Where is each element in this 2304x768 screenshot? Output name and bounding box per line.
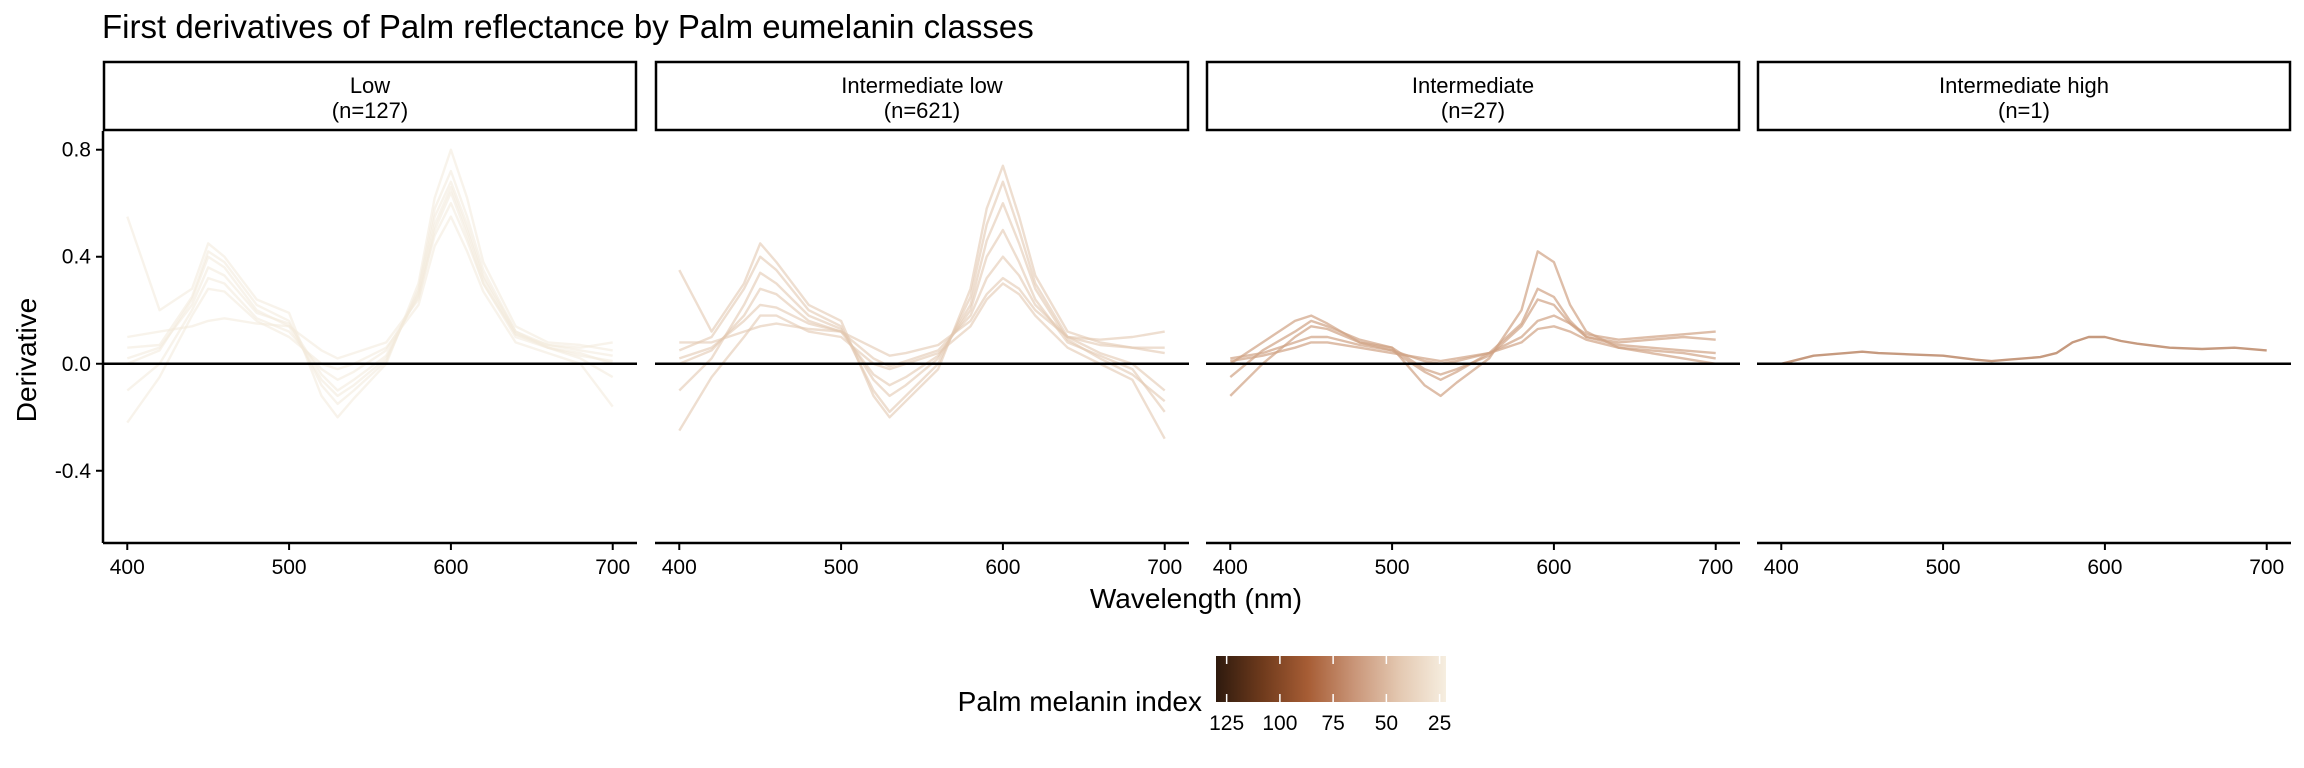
facet-n-label: (n=621) bbox=[884, 98, 960, 123]
series-line bbox=[678, 164, 1165, 419]
x-tick-label: 700 bbox=[1147, 556, 1182, 579]
facet-n-label: (n=27) bbox=[1441, 98, 1505, 123]
x-tick-label: 500 bbox=[1926, 556, 1961, 579]
x-tick-label: 500 bbox=[1375, 556, 1410, 579]
chart-title: First derivatives of Palm reflectance by… bbox=[102, 8, 1034, 45]
x-tick-label: 600 bbox=[2087, 556, 2122, 579]
x-tick-label: 700 bbox=[595, 556, 630, 579]
x-tick-label: 600 bbox=[433, 556, 468, 579]
x-tick-label: 500 bbox=[272, 556, 307, 579]
colorbar-tick-label: 25 bbox=[1428, 712, 1451, 735]
series-line bbox=[1229, 250, 1716, 398]
colorbar-tick-label: 100 bbox=[1262, 712, 1297, 735]
series-line bbox=[126, 215, 614, 424]
facet-label: Intermediate bbox=[1412, 73, 1534, 98]
facet-strip bbox=[102, 60, 638, 132]
facet-strip bbox=[1756, 60, 2292, 132]
series-line bbox=[1230, 325, 1716, 365]
colorbar bbox=[1216, 656, 1446, 702]
colorbar-legend: Palm melanin index 125 100 75 50 25 bbox=[958, 656, 1451, 735]
x-tick-label: 600 bbox=[1536, 556, 1571, 579]
facet-strip bbox=[1205, 60, 1741, 132]
series-line bbox=[1230, 314, 1716, 365]
facet-strip bbox=[654, 60, 1190, 132]
series-line bbox=[127, 191, 613, 360]
x-tick-label: 400 bbox=[110, 556, 145, 579]
facet-panel: Intermediate high(n=1) 400 500 600 700 bbox=[1756, 60, 2292, 579]
x-tick-label: 700 bbox=[2249, 556, 2284, 579]
facet-panel: Intermediate(n=27) 400 500 600 700 bbox=[1205, 60, 1741, 579]
y-tick-label: 0.8 bbox=[62, 139, 91, 162]
x-tick-label: 400 bbox=[1213, 556, 1248, 579]
x-axis-title: Wavelength (nm) bbox=[1090, 583, 1302, 614]
colorbar-tick-label: 50 bbox=[1375, 712, 1398, 735]
x-tick-label: 500 bbox=[824, 556, 859, 579]
facet-panel: Low(n=127) 400 500 600 700 -0.4 0.0 0.4 0.8 bbox=[55, 60, 638, 579]
series-line bbox=[126, 180, 613, 398]
x-tick-label: 700 bbox=[1698, 556, 1733, 579]
y-tick-label: 0.0 bbox=[62, 353, 91, 376]
legend-title: Palm melanin index bbox=[958, 686, 1202, 717]
series-line bbox=[1229, 287, 1716, 381]
y-tick-label: -0.4 bbox=[55, 460, 92, 483]
series-line bbox=[1781, 335, 2267, 365]
facet-label: Low bbox=[350, 73, 390, 98]
series-line bbox=[678, 282, 1166, 440]
series-line bbox=[126, 148, 613, 419]
facet-label: Intermediate high bbox=[1939, 73, 2109, 98]
x-tick-label: 400 bbox=[1764, 556, 1799, 579]
series-line bbox=[126, 201, 614, 392]
colorbar-tick-label: 125 bbox=[1209, 712, 1244, 735]
facet-panels: Low(n=127) 400 500 600 700 -0.4 0.0 0.4 0.8 Inter… bbox=[55, 60, 2292, 579]
series-line bbox=[678, 255, 1165, 368]
facet-n-label: (n=127) bbox=[332, 98, 408, 123]
y-tick-label: 0.4 bbox=[62, 246, 92, 269]
facet-label: Intermediate low bbox=[841, 73, 1003, 98]
series-line bbox=[678, 228, 1166, 413]
x-tick-label: 600 bbox=[985, 556, 1020, 579]
colorbar-tick-label: 75 bbox=[1321, 712, 1344, 735]
facet-n-label: (n=1) bbox=[1998, 98, 2050, 123]
series-line bbox=[678, 180, 1166, 414]
x-tick-label: 400 bbox=[662, 556, 697, 579]
y-axis-title: Derivative bbox=[11, 298, 42, 422]
series-line bbox=[1229, 298, 1716, 379]
facet-panel: Intermediate low(n=621) 400 500 600 700 bbox=[654, 60, 1190, 579]
